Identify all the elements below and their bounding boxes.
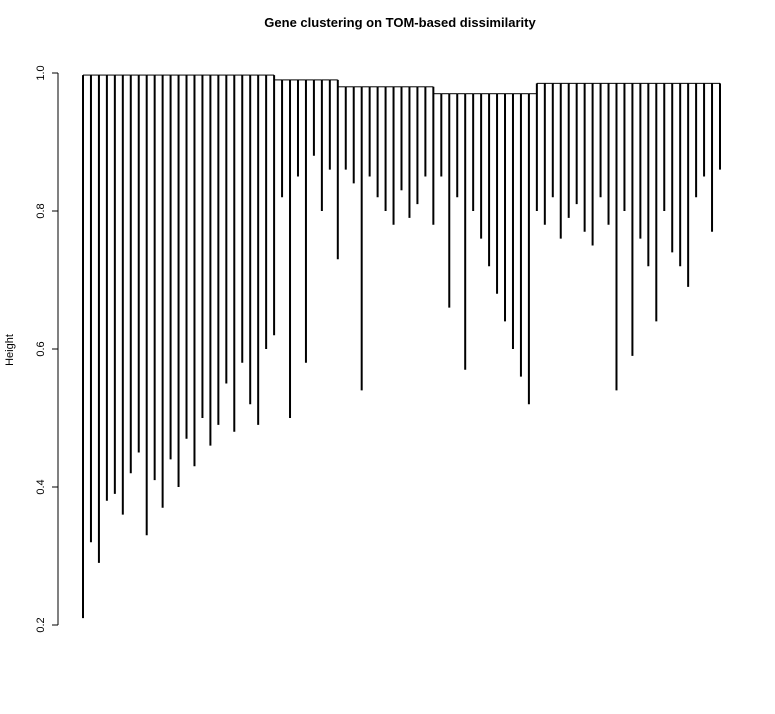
y-tick-label: 0.6 bbox=[35, 341, 47, 356]
y-tick-label: 0.4 bbox=[35, 479, 47, 494]
y-axis-label: Height bbox=[4, 334, 16, 366]
chart-title: Gene clustering on TOM-based dissimilari… bbox=[264, 15, 536, 30]
y-tick-label: 1.0 bbox=[35, 65, 47, 80]
y-tick-label: 0.2 bbox=[35, 617, 47, 632]
y-tick-label: 0.8 bbox=[35, 203, 47, 218]
